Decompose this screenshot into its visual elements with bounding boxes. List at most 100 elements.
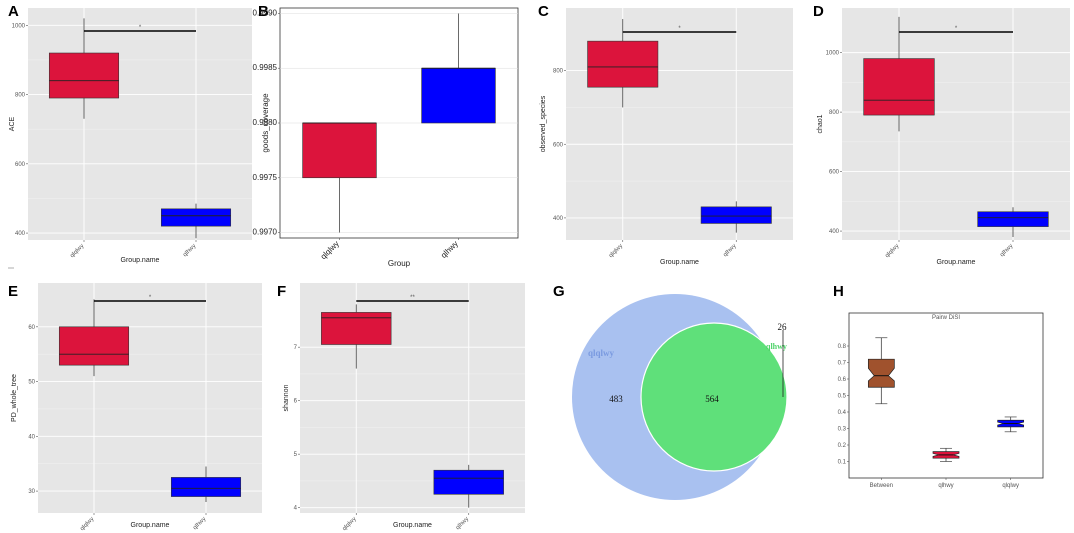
y-axis-title: ACE	[9, 116, 16, 131]
y-tick-label: 400	[553, 216, 564, 222]
plot-background	[38, 283, 262, 513]
y-tick-label: 0.1	[838, 460, 847, 466]
y-tick-label: 0.9990	[253, 8, 278, 17]
venn-set-label-b: qlhwy	[766, 342, 787, 351]
panel-C: C 400 600 800 qlqlwy qlhwy * Group.name observed…	[538, 3, 793, 266]
y-tick-label: 50	[28, 380, 35, 386]
panel-A: A 400 600 800 1000 qlqlwy qlhwy * Group.name ACE	[8, 3, 252, 264]
panel-label: B	[258, 3, 269, 20]
box-qlhwy	[700, 206, 772, 224]
y-tick-label: 6	[294, 399, 298, 405]
y-tick-label: 0.2	[838, 443, 847, 449]
panel-F: F 4 5 6 7 qlqlwy qlhwy ** Group.name shannon	[277, 283, 525, 532]
x-tick-label: qlqlwy	[342, 516, 358, 532]
panel-D: D 400 600 800 1000 qlqlwy qlhwy * Group.name chao…	[813, 3, 1070, 266]
x-tick-label: qlhwy	[182, 243, 197, 258]
significance-mark: *	[139, 25, 142, 31]
y-tick-label: 0.6	[838, 377, 847, 383]
x-tick-label: qlhwy	[999, 243, 1014, 258]
box-qlhwy	[421, 67, 496, 124]
box-Between	[867, 358, 895, 388]
y-tick-label: 1000	[12, 23, 26, 29]
venn-count-shared: 564	[705, 394, 719, 404]
x-tick-label: qlhwy	[723, 243, 738, 258]
plot-background	[842, 8, 1070, 240]
box-qlhwy	[160, 208, 232, 227]
y-tick-label: 0.8	[838, 344, 847, 350]
y-tick-label: 4	[294, 506, 298, 512]
venn-count-only-b: 26	[778, 322, 788, 332]
significance-mark: *	[149, 295, 152, 301]
y-tick-label: 0.4	[838, 410, 847, 416]
significance-mark: *	[678, 26, 681, 32]
box-qlqlwy	[58, 326, 130, 366]
panel-label: G	[553, 283, 565, 300]
box-qlqlwy	[48, 52, 120, 99]
panel-B: B 0.9970 0.9975 0.9980 0.9985 0.9990 qlqlwy qlh…	[253, 3, 519, 268]
panel-label: D	[813, 3, 824, 20]
venn-circle-qlhwy	[640, 322, 788, 472]
panel-label: E	[8, 283, 18, 300]
x-axis-title: Group.name	[131, 522, 170, 529]
y-tick-label: 400	[829, 229, 840, 235]
panel-E: E 30 40 50 60 qlqlwy qlhwy * Group.name PD_whole_…	[8, 283, 262, 532]
x-tick-label: qlqlwy	[1002, 483, 1019, 489]
x-tick-label: qlqlwy	[319, 239, 341, 261]
box-qlqlwy	[587, 40, 659, 88]
panel-label: C	[538, 3, 549, 20]
y-tick-label: 0.9980	[253, 118, 278, 127]
x-tick-label: qlhwy	[192, 516, 207, 531]
x-axis-title: Group.name	[121, 257, 160, 264]
y-tick-label: 0.9975	[253, 173, 278, 182]
y-tick-label: 30	[28, 489, 35, 495]
box-qlqlwy	[863, 58, 935, 116]
x-axis-title: Group.name	[937, 259, 976, 266]
y-tick-label: 800	[15, 93, 26, 99]
box-qlhwy	[170, 477, 242, 497]
y-tick-label: 0.7	[838, 361, 847, 367]
x-tick-label: qlhwy	[455, 516, 470, 531]
panel-label: H	[833, 283, 844, 300]
x-tick-label: qlhwy	[439, 239, 460, 260]
x-axis-title: Group.name	[660, 259, 699, 266]
y-tick-label: 600	[829, 170, 840, 176]
x-tick-label: qlqlwy	[79, 516, 95, 532]
y-axis-title: chao1	[817, 114, 824, 133]
significance-mark: **	[410, 295, 415, 301]
y-tick-label: 800	[553, 69, 564, 75]
box-qlqlwy	[302, 122, 377, 179]
box-qlhwy	[433, 469, 504, 495]
venn-count-only-a: 483	[609, 394, 623, 404]
x-tick-label: qlhwy	[938, 483, 953, 489]
panel-label: A	[8, 3, 19, 20]
y-tick-label: 1000	[826, 51, 840, 57]
y-tick-label: 600	[553, 142, 564, 148]
panel-label: F	[277, 283, 286, 300]
x-tick-label: qlqlwy	[608, 243, 624, 259]
y-axis-title: goods_coverage	[261, 93, 270, 153]
x-tick-label: Between	[870, 483, 893, 489]
box-qlhwy	[977, 211, 1049, 227]
y-tick-label: 0.9970	[253, 228, 278, 237]
y-axis-title: shannon	[283, 384, 290, 411]
x-tick-label: qlqlwy	[69, 243, 85, 259]
y-tick-label: 60	[28, 325, 35, 331]
x-axis-title: Group.name	[393, 522, 432, 529]
y-tick-label: 5	[294, 452, 298, 458]
box-qlqlwy	[321, 312, 392, 345]
y-axis-title: PD_whole_tree	[11, 374, 18, 422]
y-tick-label: 0.5	[838, 394, 847, 400]
y-tick-label: 0.3	[838, 427, 847, 433]
plot-background	[28, 8, 252, 240]
y-tick-label: 800	[829, 110, 840, 116]
y-tick-label: 0.9985	[253, 63, 278, 72]
panel-H: H 0.1 0.2 0.3 0.4 0.5 0.6 0.7 0.8 Between qlhwy qlq…	[833, 283, 1044, 489]
significance-mark: *	[955, 26, 958, 32]
y-tick-label: 600	[15, 162, 26, 168]
y-axis-title: observed_species	[540, 95, 547, 152]
venn-set-label-a: qlqlwy	[588, 348, 615, 358]
y-tick-label: 400	[15, 231, 26, 237]
y-tick-label: 7	[294, 345, 298, 351]
y-tick-label: 40	[28, 434, 35, 440]
